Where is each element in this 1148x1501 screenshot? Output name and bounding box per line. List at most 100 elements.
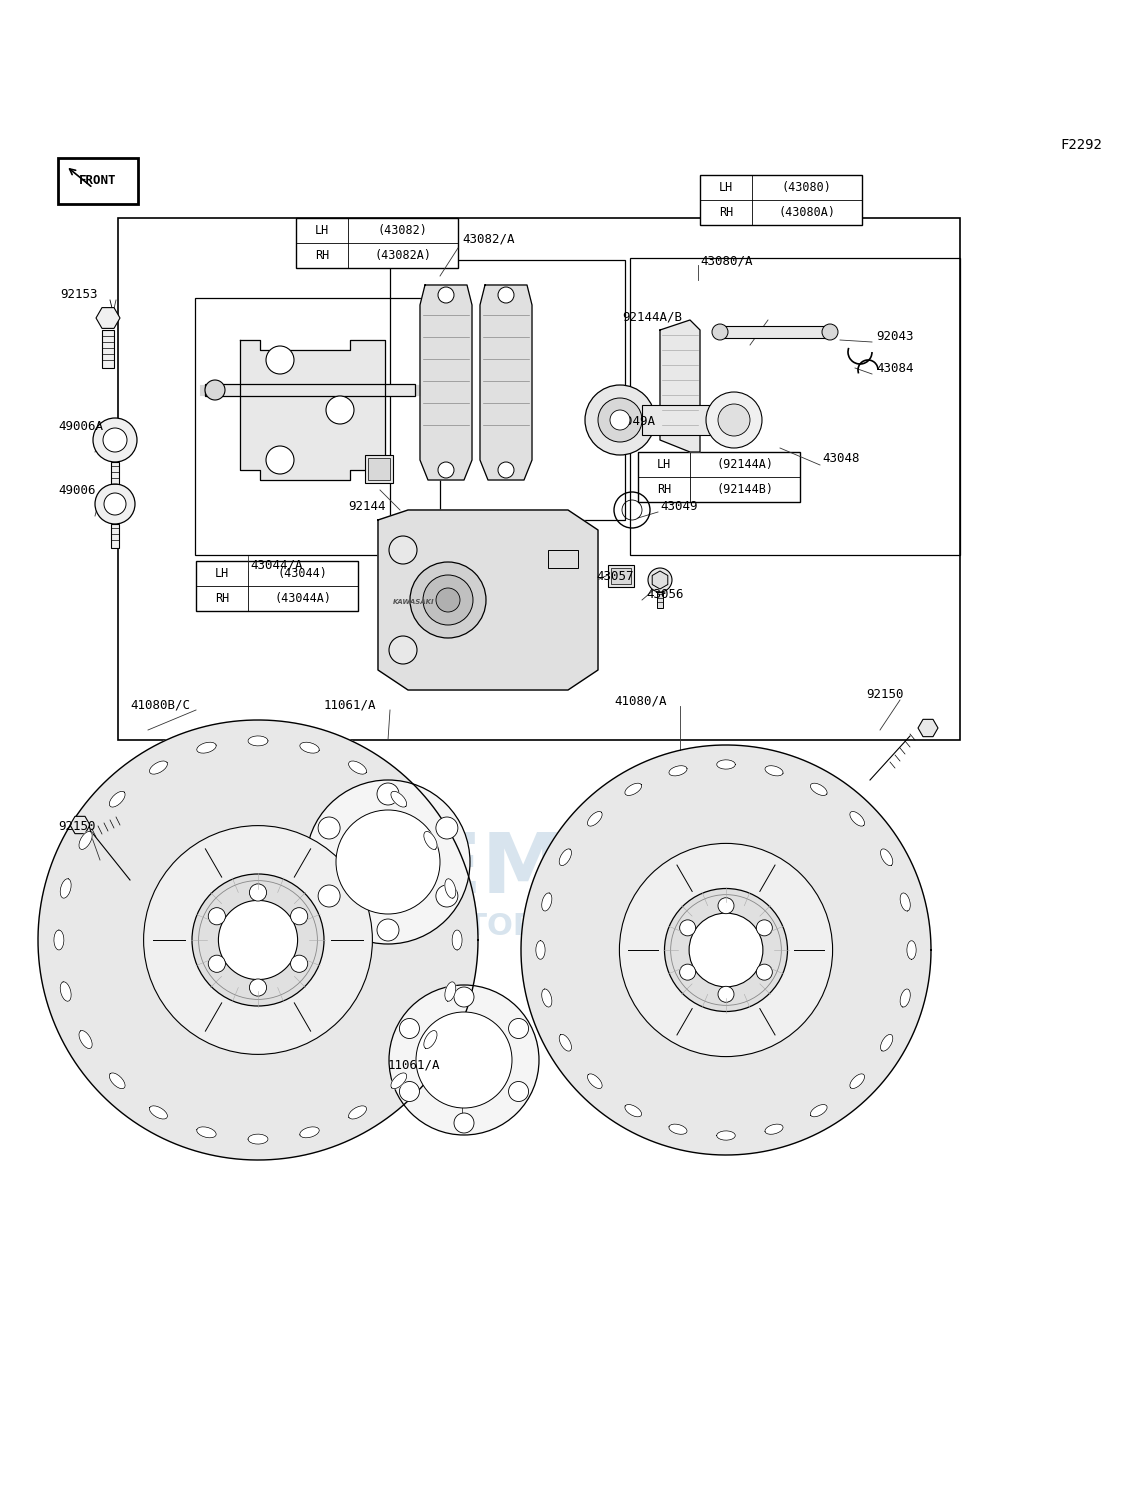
Bar [195, 299, 440, 555]
Circle shape [718, 404, 750, 435]
Polygon shape [660, 320, 700, 452]
Polygon shape [54, 931, 64, 950]
Circle shape [665, 889, 788, 1012]
Circle shape [422, 575, 473, 624]
Bar [720, 326, 830, 338]
Circle shape [439, 462, 453, 477]
Polygon shape [881, 1034, 893, 1051]
Circle shape [144, 826, 372, 1054]
Text: LH: LH [215, 567, 230, 579]
Polygon shape [444, 982, 456, 1001]
Text: 92153: 92153 [60, 288, 98, 302]
Polygon shape [669, 766, 687, 776]
Circle shape [208, 908, 225, 925]
Polygon shape [716, 760, 736, 769]
Polygon shape [109, 791, 125, 808]
Circle shape [706, 392, 762, 447]
Circle shape [689, 913, 763, 986]
Bar [369, 458, 390, 480]
Circle shape [389, 636, 417, 663]
Circle shape [822, 324, 838, 341]
Text: T  S: T S [600, 913, 664, 941]
Text: 92150: 92150 [59, 820, 95, 833]
Polygon shape [625, 784, 642, 796]
Circle shape [453, 1114, 474, 1133]
Text: LH: LH [657, 458, 672, 471]
Text: (92144A): (92144A) [716, 458, 774, 471]
Polygon shape [424, 1031, 437, 1049]
Text: 43056: 43056 [646, 588, 683, 600]
Bar [102, 330, 114, 368]
Text: F2292: F2292 [1060, 138, 1102, 152]
Polygon shape [248, 735, 267, 746]
Circle shape [680, 920, 696, 935]
Circle shape [389, 536, 417, 564]
Polygon shape [765, 1124, 783, 1135]
Polygon shape [559, 1034, 572, 1051]
Polygon shape [900, 989, 910, 1007]
Text: 43049: 43049 [660, 500, 698, 513]
Text: 92043: 92043 [876, 330, 914, 344]
Circle shape [400, 1082, 419, 1102]
Text: (43044A): (43044A) [274, 591, 332, 605]
Polygon shape [625, 1105, 642, 1117]
Text: MOTOR: MOTOR [410, 913, 536, 941]
Text: (43082): (43082) [378, 224, 428, 237]
Circle shape [400, 1019, 419, 1039]
Polygon shape [716, 1130, 735, 1141]
Text: 43057: 43057 [596, 570, 634, 582]
Circle shape [436, 588, 460, 612]
Circle shape [290, 955, 308, 973]
Text: (43044): (43044) [278, 567, 328, 579]
Text: RH: RH [215, 591, 230, 605]
Polygon shape [850, 1073, 864, 1088]
Text: 11061/A: 11061/A [388, 1058, 441, 1072]
Polygon shape [300, 741, 319, 754]
Text: 49006: 49006 [59, 483, 95, 497]
Circle shape [377, 784, 400, 805]
Circle shape [620, 844, 832, 1057]
Polygon shape [588, 812, 603, 826]
Circle shape [416, 1012, 512, 1108]
Text: RH: RH [719, 206, 734, 219]
Circle shape [610, 410, 630, 429]
Circle shape [718, 898, 734, 914]
Polygon shape [60, 982, 71, 1001]
Circle shape [93, 417, 137, 462]
Circle shape [436, 886, 458, 907]
Circle shape [680, 964, 696, 980]
Polygon shape [424, 832, 437, 850]
Text: 43044/A: 43044/A [250, 558, 303, 570]
Bar [118, 218, 960, 740]
Bar [196, 561, 358, 611]
Text: LH: LH [315, 224, 329, 237]
Text: (43080): (43080) [782, 182, 832, 194]
Circle shape [318, 817, 340, 839]
Text: 43048: 43048 [822, 452, 860, 465]
Polygon shape [79, 832, 92, 850]
Circle shape [205, 380, 225, 399]
Circle shape [104, 492, 126, 515]
Circle shape [249, 884, 266, 901]
Polygon shape [900, 893, 910, 911]
Polygon shape [850, 812, 864, 826]
Circle shape [266, 347, 294, 374]
Circle shape [712, 324, 728, 341]
Text: RH: RH [315, 249, 329, 263]
Polygon shape [521, 744, 931, 1154]
Circle shape [498, 462, 514, 477]
Polygon shape [588, 1073, 603, 1088]
Polygon shape [196, 741, 216, 754]
Bar [611, 567, 631, 584]
Polygon shape [810, 784, 828, 796]
Polygon shape [38, 720, 478, 1160]
Circle shape [509, 1019, 528, 1039]
Polygon shape [149, 761, 168, 775]
Text: 49006A: 49006A [59, 420, 103, 432]
Bar [608, 564, 634, 587]
Text: 41080B/C: 41080B/C [130, 698, 191, 711]
Text: 43080/A: 43080/A [700, 254, 752, 267]
Bar [111, 524, 119, 548]
Polygon shape [907, 941, 916, 959]
Text: RH: RH [657, 483, 672, 495]
